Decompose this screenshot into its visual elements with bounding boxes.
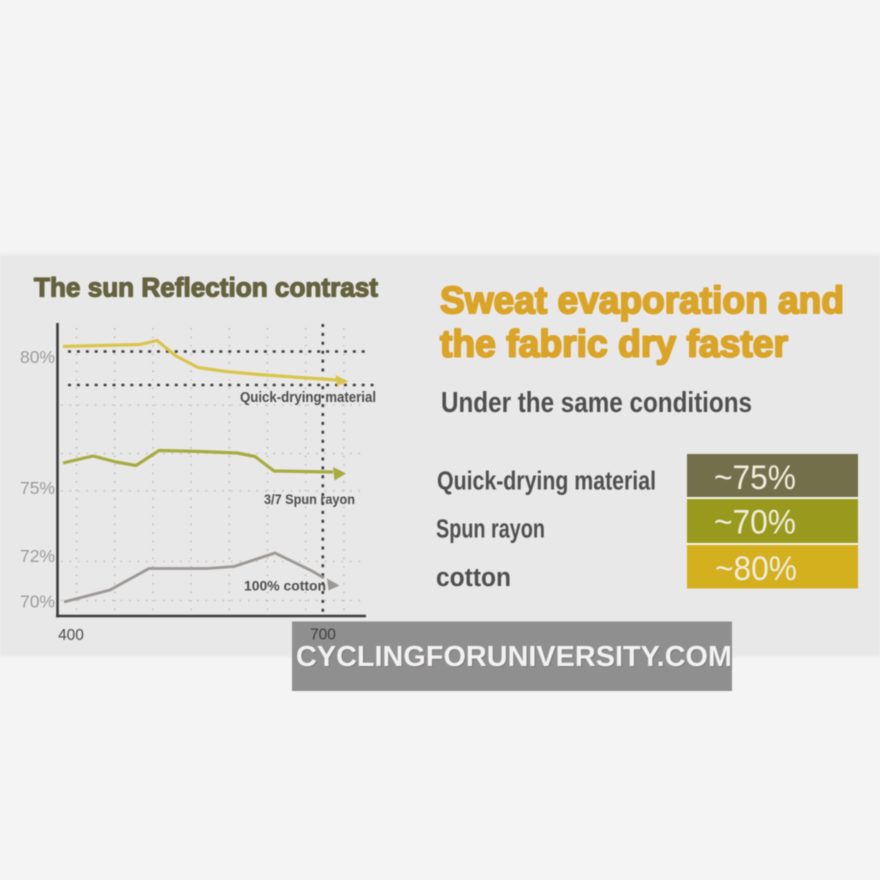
svg-text:Quick-drying material: Quick-drying material — [437, 468, 656, 496]
svg-text:the fabric dry faster: the fabric dry faster — [440, 324, 788, 366]
svg-text:72%: 72% — [20, 546, 55, 566]
svg-text:~70%: ~70% — [714, 504, 796, 542]
svg-text:Spun rayon: Spun rayon — [436, 516, 545, 544]
svg-text:3/7 Spun rayon: 3/7 Spun rayon — [264, 491, 355, 507]
svg-text:100% cotton: 100% cotton — [244, 579, 326, 594]
svg-text:700: 700 — [310, 627, 336, 644]
svg-text:75%: 75% — [20, 478, 55, 498]
svg-text:~75%: ~75% — [714, 459, 796, 497]
svg-text:Under the same conditions: Under the same conditions — [441, 387, 752, 419]
svg-text:~80%: ~80% — [715, 550, 797, 588]
svg-text:CYCLINGFORUNIVERSITY.COM: CYCLINGFORUNIVERSITY.COM — [296, 641, 732, 673]
svg-text:80%: 80% — [20, 347, 55, 367]
svg-text:CYCLINGFORUNIVERSITY.COM: CYCLINGFORUNIVERSITY.COM — [297, 642, 733, 674]
svg-text:cotton: cotton — [436, 564, 511, 592]
svg-text:Quick-drying material: Quick-drying material — [240, 390, 376, 406]
svg-text:The sun Reflection contrast: The sun Reflection contrast — [34, 273, 378, 303]
svg-text:400: 400 — [58, 627, 84, 644]
svg-text:Sweat evaporation and: Sweat evaporation and — [440, 280, 844, 322]
svg-text:70%: 70% — [20, 592, 55, 612]
